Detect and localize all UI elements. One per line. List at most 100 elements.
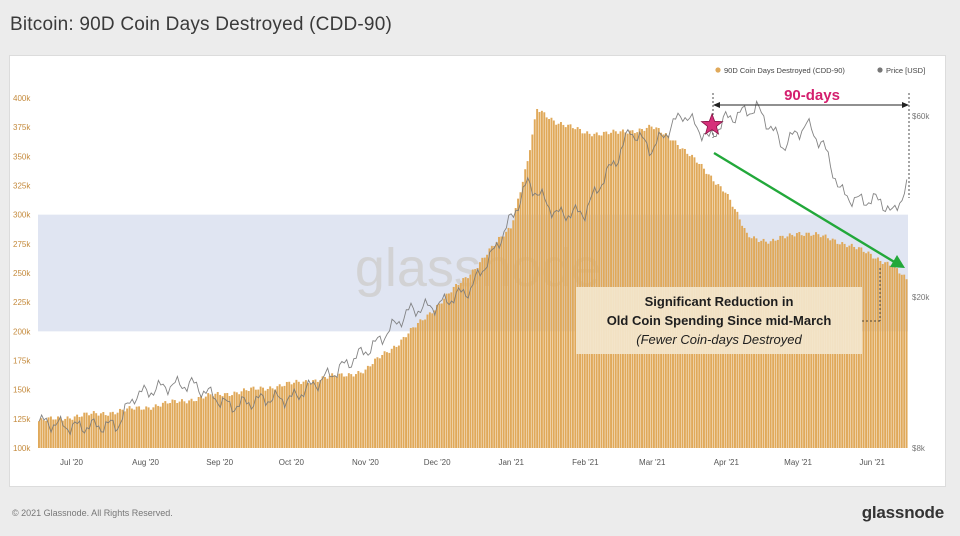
cdd-bar: [481, 257, 484, 448]
cdd-bar: [154, 404, 157, 448]
cdd-bar: [505, 231, 508, 448]
cdd-bar: [92, 411, 95, 448]
cdd-bar: [533, 119, 536, 448]
x-tick-label: Jul '20: [60, 458, 83, 467]
y-left-tick-label: 300k: [13, 211, 31, 220]
cdd-bar: [135, 406, 138, 448]
cdd-bar: [252, 386, 255, 448]
cdd-bar: [85, 412, 88, 448]
cdd-bar: [40, 418, 43, 448]
cdd-bar: [107, 415, 110, 448]
cdd-bar: [555, 124, 558, 448]
cdd-bar: [562, 124, 565, 448]
y-left-tick-label: 325k: [13, 182, 31, 191]
cdd-bar: [307, 383, 310, 448]
cdd-bar: [386, 352, 388, 448]
cdd-bar: [529, 150, 531, 449]
cdd-bar: [242, 388, 245, 448]
copyright-text: © 2021 Glassnode. All Rights Reserved.: [12, 508, 173, 518]
cdd-bar: [519, 192, 522, 448]
span-label: 90-days: [784, 87, 840, 104]
cdd-bar: [514, 208, 517, 448]
cdd-bar: [324, 377, 326, 448]
cdd-bar: [567, 124, 570, 449]
cdd-bar: [326, 378, 329, 448]
cdd-bar: [216, 392, 219, 448]
cdd-bar: [283, 385, 286, 448]
y-left-tick-label: 275k: [13, 240, 31, 249]
cdd-bar: [464, 277, 467, 448]
cdd-bar: [331, 373, 334, 448]
cdd-bar: [226, 392, 229, 448]
cdd-bar: [166, 403, 169, 448]
cdd-bar: [550, 117, 553, 448]
cdd-bar: [891, 266, 894, 448]
cdd-bar: [190, 398, 193, 448]
cdd-bar: [557, 123, 560, 448]
annotation-line-1: Significant Reduction in: [645, 294, 794, 309]
cdd-bar: [486, 254, 489, 448]
span-arrow-left-head: [713, 102, 720, 108]
cdd-bar: [316, 381, 319, 448]
cdd-bar: [457, 285, 460, 448]
cdd-bar: [76, 414, 79, 448]
cdd-bar: [297, 381, 300, 448]
chart-panel: glassnode 100k 125k 150k 175k 200k 225k 250k 27…: [9, 55, 946, 487]
cdd-bar: [71, 419, 74, 448]
cdd-bar: [54, 419, 57, 448]
cdd-bar: [543, 112, 546, 448]
cdd-bar: [483, 257, 486, 448]
annotation-box: [576, 287, 862, 354]
cdd-bar: [865, 253, 868, 448]
cdd-bar: [478, 262, 481, 448]
cdd-bar: [109, 412, 112, 448]
cdd-bar: [498, 236, 500, 448]
cdd-bar: [390, 348, 393, 448]
cdd-bar: [393, 345, 396, 448]
cdd-bar: [366, 365, 369, 448]
cdd-bar: [355, 374, 357, 448]
legend-price-label: Price [USD]: [886, 66, 925, 75]
cdd-bar: [276, 386, 279, 448]
cdd-bar: [192, 401, 195, 448]
cdd-bar: [357, 371, 360, 448]
cdd-bar: [536, 108, 539, 449]
cdd-bar: [345, 376, 348, 448]
cdd-bar: [288, 381, 291, 448]
cdd-bar: [197, 397, 200, 448]
cdd-bar: [488, 248, 491, 448]
cdd-bar: [304, 380, 307, 448]
cdd-bar: [126, 408, 129, 448]
cdd-bar: [869, 253, 872, 448]
cdd-bar: [66, 416, 69, 448]
cdd-bar: [38, 421, 40, 448]
cdd-bar: [207, 393, 210, 448]
cdd-bar: [552, 120, 555, 448]
cdd-bar: [517, 198, 520, 448]
cdd-bar: [397, 345, 400, 448]
cdd-bar: [445, 293, 448, 448]
cdd-bar: [545, 117, 548, 449]
cdd-bar: [476, 268, 479, 448]
cdd-bar: [300, 384, 303, 448]
cdd-bar: [64, 418, 67, 448]
cdd-bar: [507, 227, 510, 448]
cdd-bar: [574, 129, 577, 448]
cdd-bar: [414, 327, 417, 448]
cdd-bar: [319, 380, 322, 448]
cdd-bar: [512, 220, 515, 448]
cdd-bar: [59, 417, 62, 448]
cdd-bar: [221, 396, 224, 448]
cdd-bar: [416, 323, 419, 448]
cdd-bar: [321, 376, 324, 448]
cdd-bar: [73, 416, 76, 448]
y-left-tick-label: 350k: [13, 152, 31, 161]
cdd-bar: [569, 124, 572, 448]
cdd-bar: [879, 261, 882, 448]
cdd-bar: [898, 273, 901, 448]
cdd-bar: [247, 391, 250, 448]
x-tick-label: Mar '21: [639, 458, 666, 467]
cdd-bar: [405, 337, 407, 448]
cdd-bar: [95, 413, 98, 448]
cdd-bar: [433, 310, 436, 448]
